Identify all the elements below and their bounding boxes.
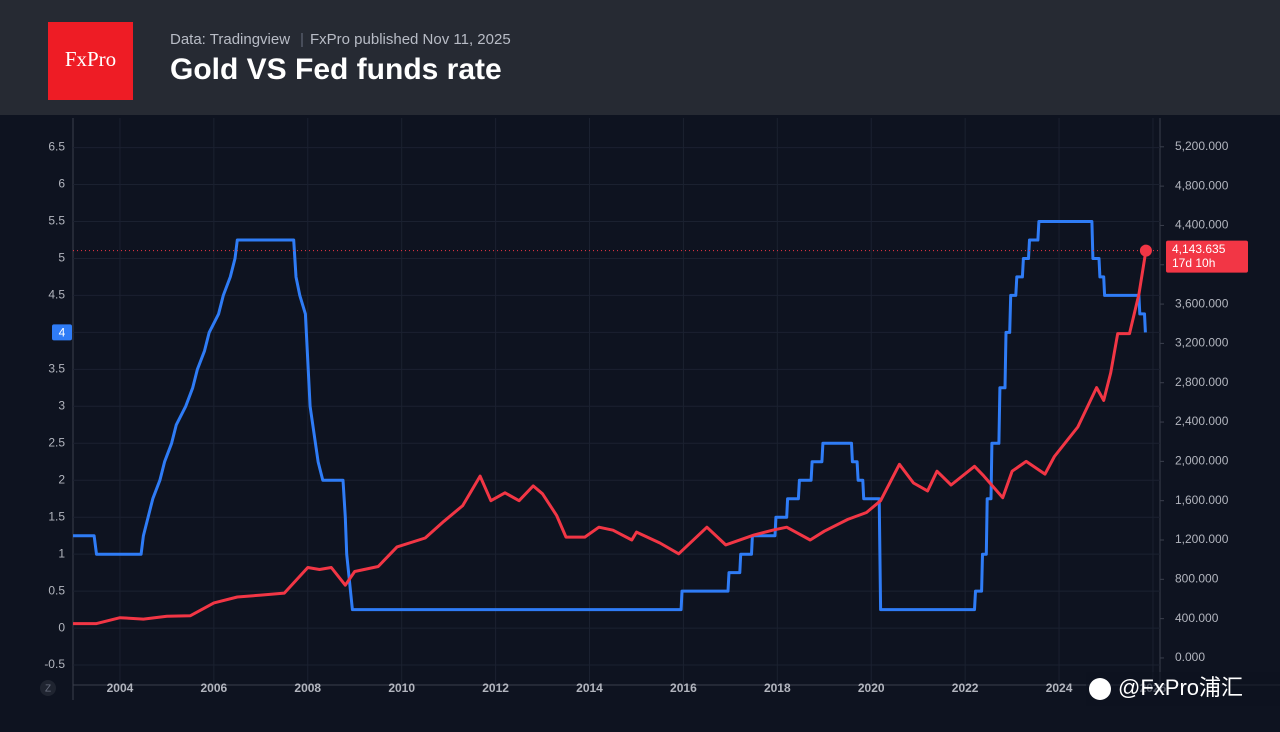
y-tick-label: 2.5 [48, 435, 65, 449]
x-tick-label: 2010 [388, 681, 415, 695]
y2-tick-label: 4,400.000 [1175, 218, 1229, 232]
y-tick-label: 6 [58, 177, 65, 191]
series-line [73, 250, 1148, 626]
x-tick-label: 2016 [670, 681, 697, 695]
y-tick-label: 3.5 [48, 362, 65, 376]
source: Data: Tradingview [170, 31, 290, 48]
published: FxPro published Nov 11, 2025 [310, 31, 511, 48]
y-tick-label: 0.5 [48, 583, 65, 597]
x-tick-label: 2006 [201, 681, 228, 695]
y-tick-label: 5 [58, 251, 65, 265]
watermark-icon [1089, 678, 1111, 700]
logo-box [48, 22, 133, 100]
x-tick-label: 2004 [107, 681, 134, 695]
y-tick-label: 0 [58, 620, 65, 634]
y2-tick-label: 800.000 [1175, 571, 1219, 585]
x-tick-label: 2018 [764, 681, 791, 695]
y-tick-label: 6.5 [48, 140, 65, 154]
y2-tick-label: 1,600.000 [1175, 493, 1229, 507]
y-tick-label: 3 [58, 398, 65, 412]
y2-tick-label: 2,800.000 [1175, 375, 1229, 389]
x-tick-label: 2024 [1046, 681, 1073, 695]
series-line [73, 220, 1147, 612]
price-tag-label: 4,143.635 [1172, 242, 1226, 256]
y2-tick-label: 3,600.000 [1175, 296, 1229, 310]
y-tick-label: -0.5 [44, 657, 65, 671]
y2-tick-label: 2,400.000 [1175, 414, 1229, 428]
price-tag [52, 324, 72, 341]
x-tick-label: 2022 [952, 681, 979, 695]
y2-tick-label: 2,000.000 [1175, 454, 1229, 468]
y2-tick-label: 400.000 [1175, 611, 1219, 625]
x-tick-label: 2020 [858, 681, 885, 695]
x-tick-label: 2008 [294, 681, 321, 695]
y-tick-label: 4.5 [48, 288, 65, 302]
x-tick-label: 2012 [482, 681, 509, 695]
plot: -0.5 0 0.5 1 1.5 2 2.5 3 3.5 4 4.5 5 5.5 6 6.5 0.000 400… [44, 118, 1248, 695]
price-tag [1166, 240, 1248, 273]
y2-tick-label: 3,200.000 [1175, 336, 1229, 350]
y2-tick-label: 1,200.000 [1175, 532, 1229, 546]
watermark: @FxPro浦汇 [1118, 675, 1243, 700]
y2-tick-label: 0.000 [1175, 650, 1205, 664]
price-tag-countdown: 17d 10h [1172, 256, 1215, 270]
zoom-icon-glyph[interactable]: Z [45, 684, 51, 695]
y-tick-label: 5.5 [48, 214, 65, 228]
y2-tick-label: 4,800.000 [1175, 178, 1229, 192]
y-tick-label: 1 [58, 546, 65, 560]
watermark-bg [1086, 672, 1280, 706]
y-tick-label: 2 [58, 472, 65, 486]
x-tick-label: 2014 [576, 681, 603, 695]
chart-title: Gold VS Fed funds rate [170, 53, 502, 86]
zoom-icon[interactable] [40, 680, 56, 696]
price-tag-label: 4 [59, 326, 66, 340]
logo: FxPro [65, 47, 116, 71]
y-tick-label: 1.5 [48, 509, 65, 523]
header-band [0, 0, 1280, 115]
y2-tick-label: 5,200.000 [1175, 139, 1229, 153]
last-point [1139, 244, 1152, 257]
